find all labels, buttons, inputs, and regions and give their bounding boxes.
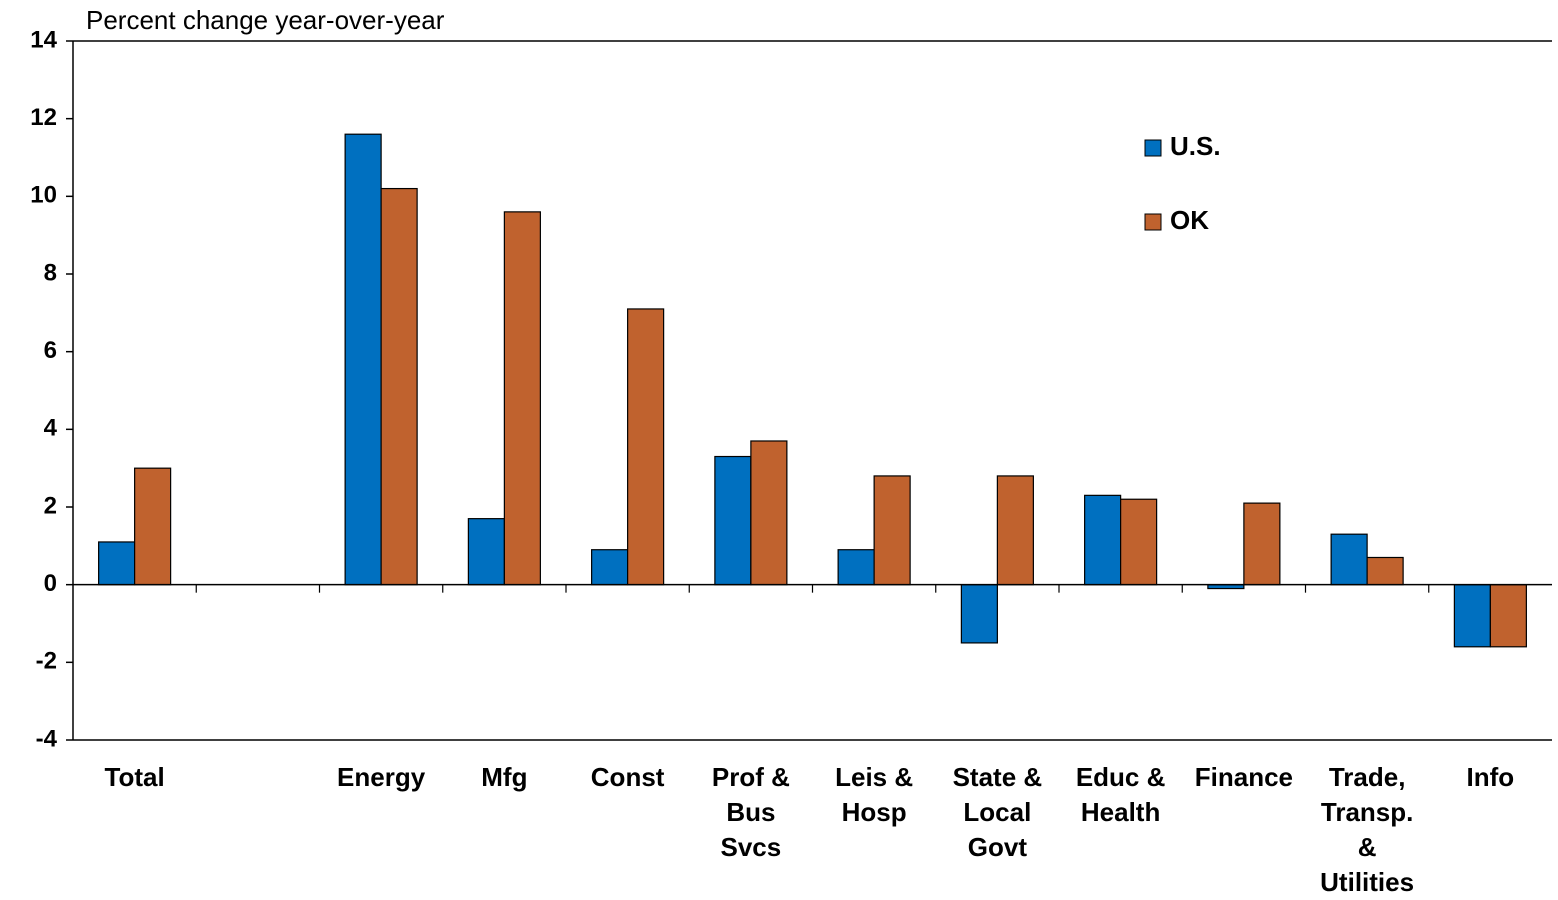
bar (627, 308, 665, 586)
x-tick-label: Finance (1194, 762, 1293, 792)
bar (750, 440, 788, 586)
x-tick-label: Trade, Transp. & Utilities (1320, 762, 1415, 897)
legend-swatch (1144, 213, 1162, 231)
bar (344, 133, 382, 586)
bar (380, 187, 418, 586)
y-tick-label: 4 (44, 415, 58, 442)
bar (1120, 498, 1158, 586)
bar (1366, 556, 1404, 586)
legend-label: U.S. (1170, 131, 1221, 161)
bar (1330, 533, 1368, 586)
bar (996, 475, 1034, 586)
bar (837, 549, 875, 586)
y-tick-label: 0 (44, 570, 57, 597)
bar (98, 541, 136, 586)
bar (134, 467, 172, 586)
x-tick-label: Mfg (481, 762, 528, 792)
bar (714, 455, 752, 586)
x-tick-label: Prof & Bus Svcs (711, 762, 790, 862)
bar (873, 475, 911, 586)
y-tick-label: 2 (44, 492, 57, 519)
x-tick-label: Const (590, 762, 665, 792)
y-tick-label: -2 (36, 648, 57, 675)
x-tick-label: Total (104, 762, 165, 792)
x-tick-label: Leis & Hosp (835, 762, 914, 827)
y-tick-label: -4 (36, 725, 58, 752)
bar (1084, 494, 1122, 586)
x-tick-label: State & Local Govt (952, 762, 1043, 862)
y-tick-label: 12 (30, 104, 57, 131)
y-tick-label: 10 (30, 182, 57, 209)
bar (1489, 584, 1527, 648)
bar (1453, 584, 1491, 648)
x-tick-label: Energy (337, 762, 426, 792)
bar (960, 584, 998, 644)
bar (503, 211, 541, 586)
legend-swatch (1144, 139, 1162, 157)
bar (591, 549, 629, 586)
x-tick-label: Educ & Health (1075, 762, 1166, 827)
y-tick-label: 14 (30, 26, 57, 53)
bar (467, 518, 505, 586)
y-tick-label: 8 (44, 259, 57, 286)
bar (1243, 502, 1281, 586)
x-tick-label: Info (1466, 762, 1515, 792)
y-tick-label: 6 (44, 337, 57, 364)
y-axis-title: Percent change year-over-year (86, 5, 445, 35)
legend-label: OK (1170, 205, 1209, 235)
